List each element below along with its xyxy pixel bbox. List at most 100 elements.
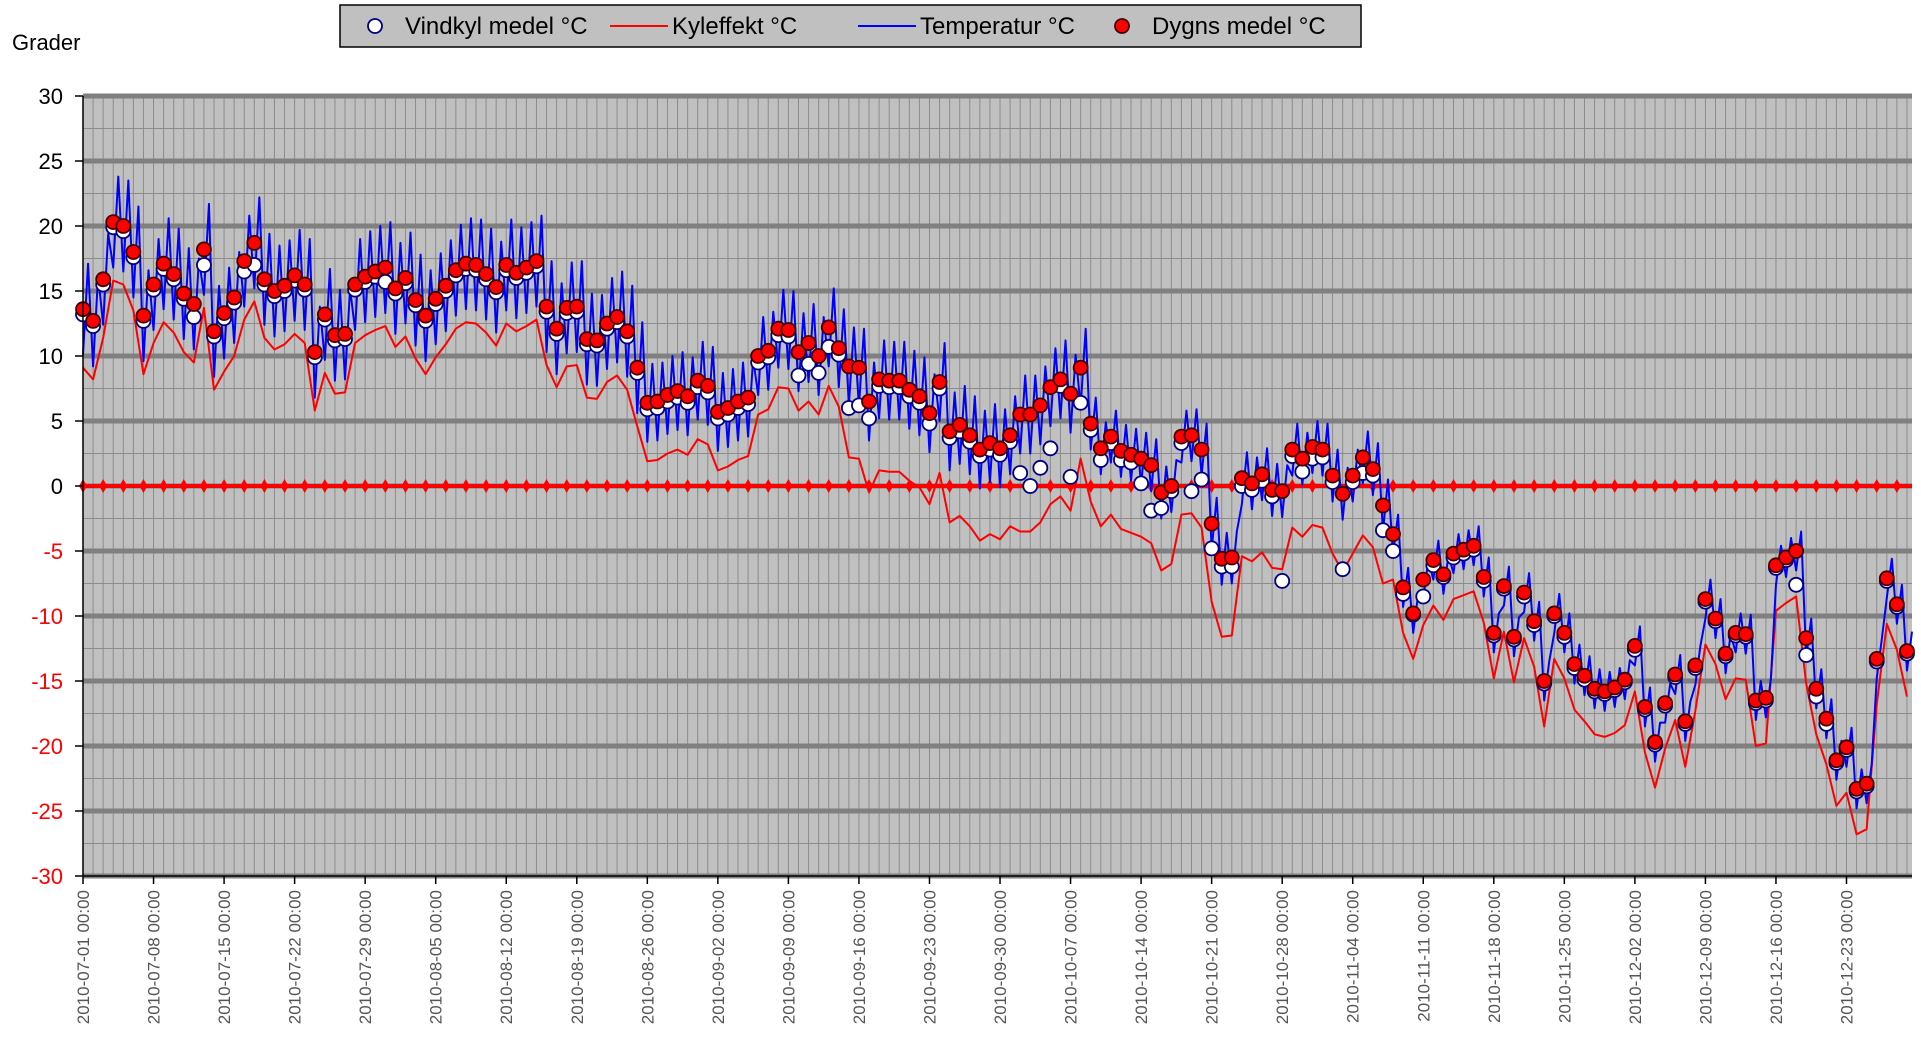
data-point: [1415, 571, 1432, 588]
x-tick-label: 2010-10-07 00:00: [1062, 890, 1081, 1024]
data-point: [1082, 415, 1099, 432]
reference-marker: [703, 479, 712, 493]
x-tick-label: 2010-08-05 00:00: [427, 890, 446, 1024]
data-point: [276, 277, 293, 294]
data-point: [1899, 643, 1915, 659]
data-point: [1788, 576, 1805, 593]
data-point: [85, 312, 101, 329]
data-point: [1062, 468, 1079, 485]
data-point: [951, 416, 968, 433]
reference-marker: [1288, 479, 1297, 493]
reference-marker: [1006, 479, 1015, 493]
reference-marker: [260, 479, 269, 493]
x-tick-label: 2010-09-30 00:00: [991, 890, 1010, 1024]
data-point: [1475, 569, 1492, 585]
legend-marker: [1114, 18, 1130, 34]
y-tick-label: 5: [51, 409, 63, 434]
legend: [339, 4, 1362, 48]
reference-marker: [1711, 479, 1720, 493]
data-point: [1536, 673, 1553, 689]
reference-marker: [643, 479, 652, 493]
reference-marker: [280, 479, 289, 493]
reference-marker: [240, 479, 249, 493]
reference-marker: [784, 479, 793, 493]
data-point: [115, 218, 132, 234]
data-point: [1002, 427, 1018, 444]
x-tick-label: 2010-11-11 00:00: [1414, 890, 1433, 1022]
x-tick-label: 2010-11-25 00:00: [1555, 890, 1574, 1023]
reference-marker: [159, 479, 168, 493]
data-point: [1274, 573, 1291, 589]
data-point: [155, 255, 172, 272]
data-point: [1072, 394, 1089, 411]
plot: [75, 175, 1915, 836]
data-point: [851, 359, 867, 376]
data-point: [196, 241, 212, 258]
reference-marker: [623, 479, 632, 493]
reference-marker: [1550, 479, 1559, 493]
data-point: [1425, 552, 1442, 568]
reference-marker: [1872, 479, 1881, 493]
data-point: [1798, 647, 1815, 663]
y-tick-label: -5: [43, 539, 63, 564]
data-point: [1254, 466, 1270, 483]
data-point: [931, 374, 948, 390]
data-point: [891, 372, 908, 389]
reference-marker: [522, 479, 531, 493]
legend-label: Kyleffekt °C: [672, 13, 797, 40]
data-point: [528, 253, 545, 270]
reference-marker: [1570, 479, 1579, 493]
x-tick-label: 2010-07-01 00:00: [74, 890, 93, 1024]
data-point: [206, 323, 222, 340]
data-point: [619, 323, 636, 340]
data-point: [629, 359, 646, 376]
x-tick-label: 2010-08-26 00:00: [638, 890, 657, 1024]
reference-marker: [925, 479, 934, 493]
y-tick-label: -10: [31, 604, 63, 629]
reference-marker: [99, 479, 108, 493]
y-tick-label: 20: [39, 214, 63, 239]
data-point: [1042, 440, 1059, 457]
data-point: [1798, 630, 1815, 646]
data-point: [1465, 537, 1482, 554]
data-point: [216, 305, 232, 322]
x-tick-label: 2010-11-04 00:00: [1344, 890, 1363, 1023]
data-point: [1385, 543, 1401, 559]
data-point: [1677, 713, 1694, 730]
data-point: [1193, 441, 1210, 458]
data-point: [135, 307, 152, 324]
data-point: [95, 271, 112, 288]
reference-marker: [1892, 479, 1901, 493]
data-point: [1203, 540, 1220, 557]
data-point: [296, 276, 313, 293]
x-tick-label: 2010-10-14 00:00: [1132, 890, 1151, 1024]
reference-marker: [1106, 479, 1115, 493]
reference-marker: [1812, 479, 1821, 493]
data-point: [1657, 695, 1674, 711]
data-point: [1385, 526, 1401, 542]
data-point: [1485, 625, 1502, 641]
data-point: [1364, 461, 1381, 478]
data-point: [1032, 397, 1049, 414]
data-point: [1717, 645, 1734, 662]
reference-marker: [1832, 479, 1841, 493]
data-point: [1294, 450, 1311, 467]
data-point: [246, 234, 263, 251]
x-tick-label: 2010-08-19 00:00: [568, 890, 587, 1024]
x-tick-label: 2010-12-23 00:00: [1837, 890, 1856, 1024]
data-point: [387, 280, 404, 297]
data-point: [1415, 588, 1432, 605]
y-axis-label: Grader: [12, 30, 80, 55]
reference-marker: [945, 479, 954, 493]
data-point: [1344, 467, 1361, 484]
reference-marker: [1671, 479, 1680, 493]
data-point: [861, 410, 877, 427]
data-point: [1193, 471, 1210, 488]
data-point: [810, 348, 827, 364]
data-point: [1395, 579, 1412, 596]
x-tick-label: 2010-10-21 00:00: [1203, 890, 1222, 1024]
y-tick-label: -30: [31, 864, 63, 889]
data-point: [417, 307, 434, 324]
data-point: [1697, 591, 1714, 607]
